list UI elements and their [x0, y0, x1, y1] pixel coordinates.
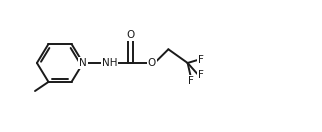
- Text: O: O: [147, 58, 156, 68]
- Text: F: F: [198, 55, 204, 65]
- Text: O: O: [127, 30, 135, 40]
- Text: NH: NH: [102, 58, 118, 68]
- Text: F: F: [188, 76, 194, 86]
- Text: N: N: [79, 58, 87, 68]
- Text: F: F: [198, 70, 204, 79]
